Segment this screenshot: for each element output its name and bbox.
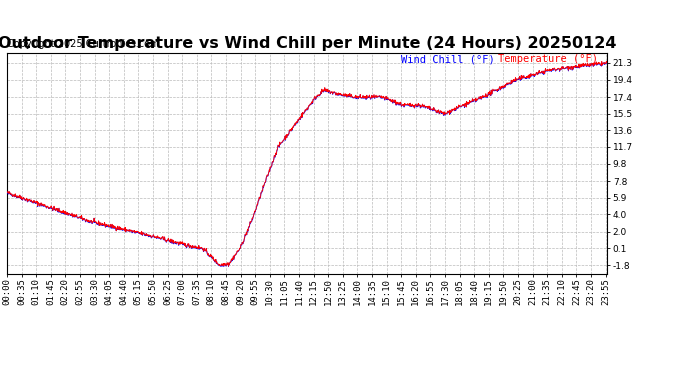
Title: Outdoor Temperature vs Wind Chill per Minute (24 Hours) 20250124: Outdoor Temperature vs Wind Chill per Mi… [0, 36, 616, 51]
Text: Copyright 2025 Curtronics.com: Copyright 2025 Curtronics.com [7, 39, 159, 49]
Legend: Wind Chill (°F), Temperature (°F): Wind Chill (°F), Temperature (°F) [397, 50, 602, 68]
